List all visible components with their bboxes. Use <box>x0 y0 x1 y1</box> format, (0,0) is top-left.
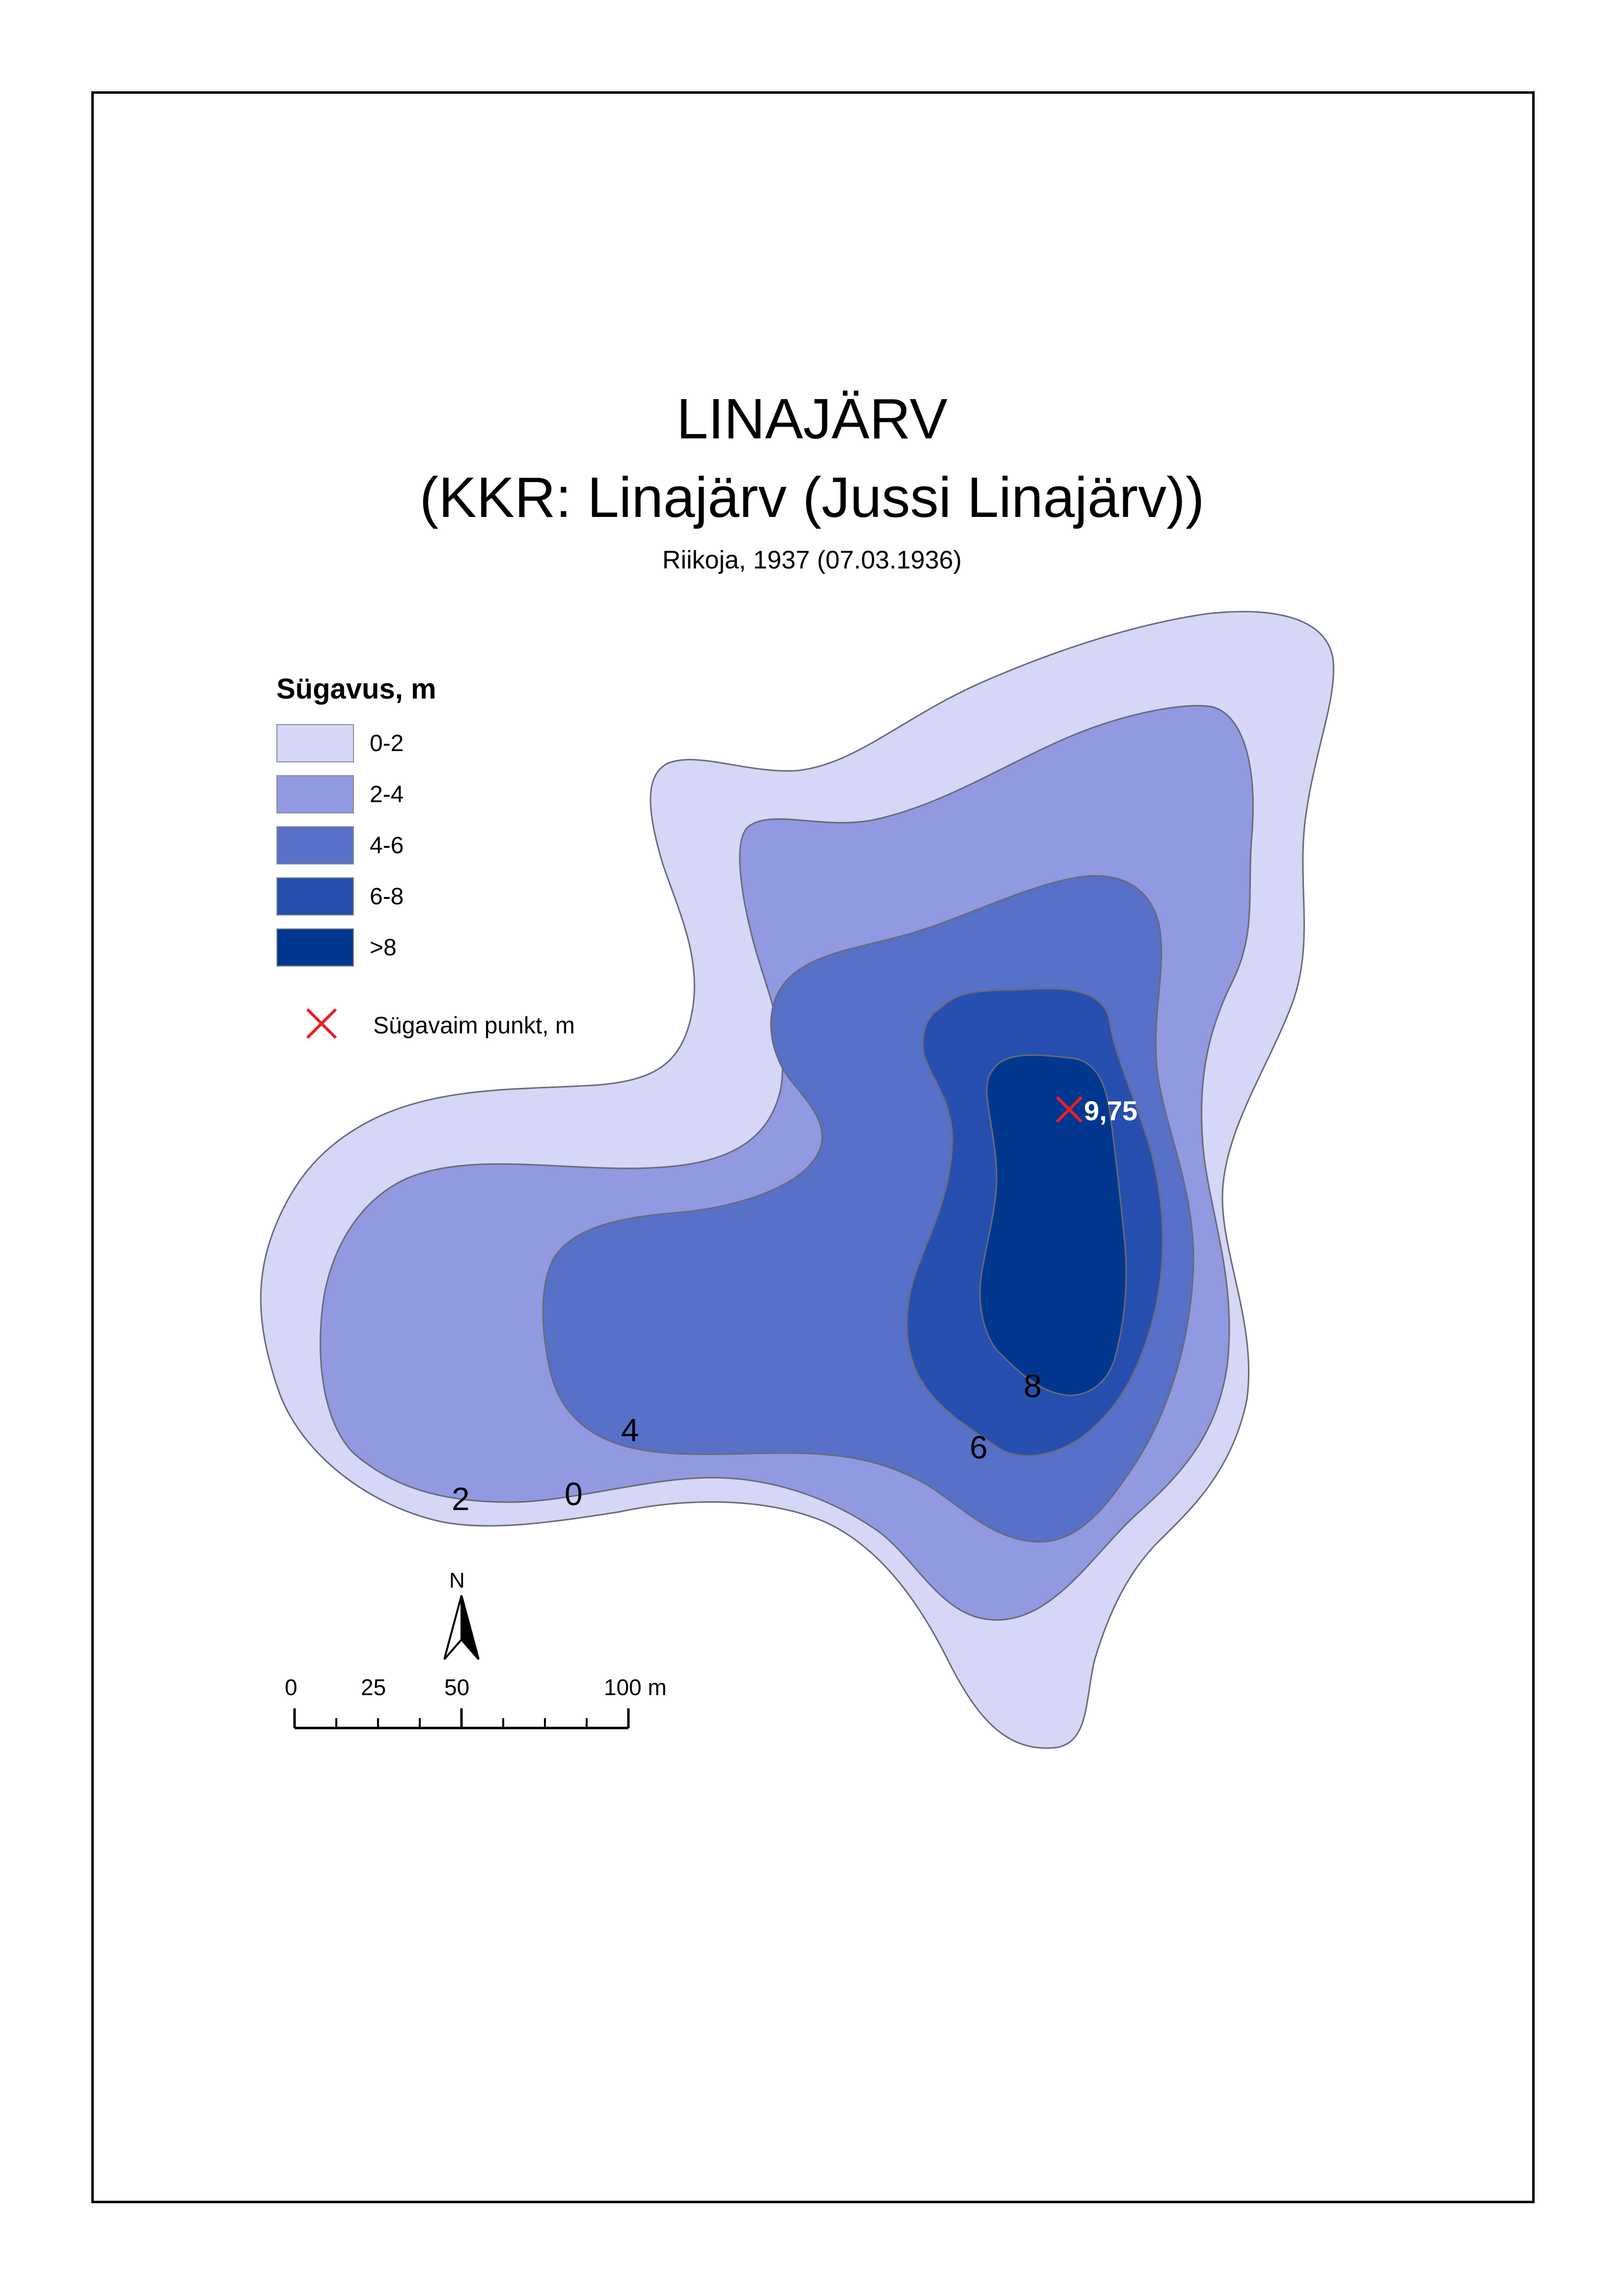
legend-label: >8 <box>370 935 397 961</box>
north-arrow-letter: N <box>449 1568 465 1593</box>
north-arrow-icon <box>443 1595 480 1660</box>
legend-label: 0-2 <box>370 730 404 756</box>
scale-label-50: 50 <box>444 1674 470 1700</box>
scale-label-100: 100 m <box>604 1674 667 1700</box>
deepest-point-value: 9,75 <box>1084 1095 1137 1126</box>
contour-label-2: 2 <box>452 1481 470 1517</box>
contour-label-8: 8 <box>1024 1368 1042 1404</box>
contour-label-4: 4 <box>621 1412 639 1448</box>
map-title: LINAJÄRV <box>676 387 948 451</box>
legend-deepest-point-label: Sügavaim punkt, m <box>373 1013 575 1039</box>
depth-zone-deeper-8 <box>979 1054 1127 1396</box>
map-frame <box>91 91 1535 2203</box>
legend-label: 6-8 <box>370 884 404 910</box>
legend-title: Sügavus, m <box>276 673 436 705</box>
legend-swatch <box>276 775 354 813</box>
legend-swatch <box>276 877 354 916</box>
deepest-point-marker <box>1056 1096 1083 1123</box>
deepest-point-icon <box>306 1008 337 1039</box>
contour-label-0: 0 <box>565 1476 583 1512</box>
legend-label: 4-6 <box>370 833 404 859</box>
legend-swatch <box>276 928 354 967</box>
scale-label-0: 0 <box>285 1674 298 1700</box>
scale-label-25: 25 <box>361 1674 386 1700</box>
legend-swatch <box>276 826 354 864</box>
map-title-alt-names: (KKR: Linajärv (Jussi Linajärv)) <box>419 465 1205 529</box>
map-subtitle: Riikoja, 1937 (07.03.1936) <box>662 546 962 574</box>
scale-bar <box>293 1708 630 1729</box>
legend-label: 2-4 <box>370 782 404 808</box>
legend-swatch <box>276 724 354 762</box>
contour-label-6: 6 <box>970 1429 988 1465</box>
